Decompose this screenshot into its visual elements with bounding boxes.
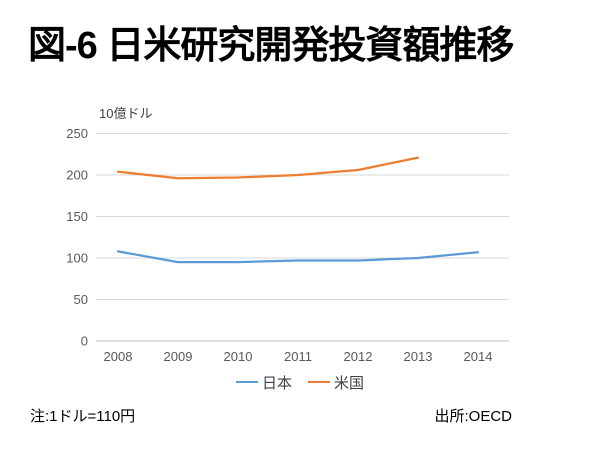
x-axis-tick-label: 2009 [164, 349, 193, 364]
y-axis-tick-label: 50 [74, 292, 88, 307]
series-line-米国 [116, 156, 420, 180]
usa-line-swatch-icon [308, 380, 330, 384]
y-axis-tick-label: 250 [66, 126, 88, 141]
x-axis-tick-label: 2010 [224, 349, 253, 364]
x-axis-tick-label: 2013 [404, 349, 433, 364]
x-axis-tick-label: 2008 [104, 349, 133, 364]
x-axis-tick-label: 2012 [344, 349, 373, 364]
y-axis-tick-label: 200 [66, 168, 88, 183]
legend-label-usa: 米国 [334, 374, 365, 392]
source-note: 出所:OECD [434, 408, 512, 425]
legend-label-japan: 日本 [261, 374, 292, 392]
x-axis-tick-label: 2011 [284, 349, 312, 364]
y-axis-tick-label: 150 [66, 209, 88, 224]
y-axis-unit-label: 10億ドル [99, 106, 153, 121]
exchange-rate-note: 注:1ドル=110円 [30, 408, 136, 425]
chart-title: 図-6 日米研究開発投資額推移 [28, 25, 514, 67]
series-line-日本 [116, 250, 480, 264]
legend-item-usa: 米国 [308, 372, 364, 393]
y-axis-tick-label: 100 [66, 251, 88, 266]
x-axis-tick-label: 2014 [464, 349, 493, 364]
japan-line-swatch-icon [235, 380, 258, 384]
chart-legend: 日本 米国 [0, 372, 600, 392]
legend-item-japan: 日本 [235, 372, 292, 393]
y-axis-tick-label: 0 [81, 334, 88, 349]
